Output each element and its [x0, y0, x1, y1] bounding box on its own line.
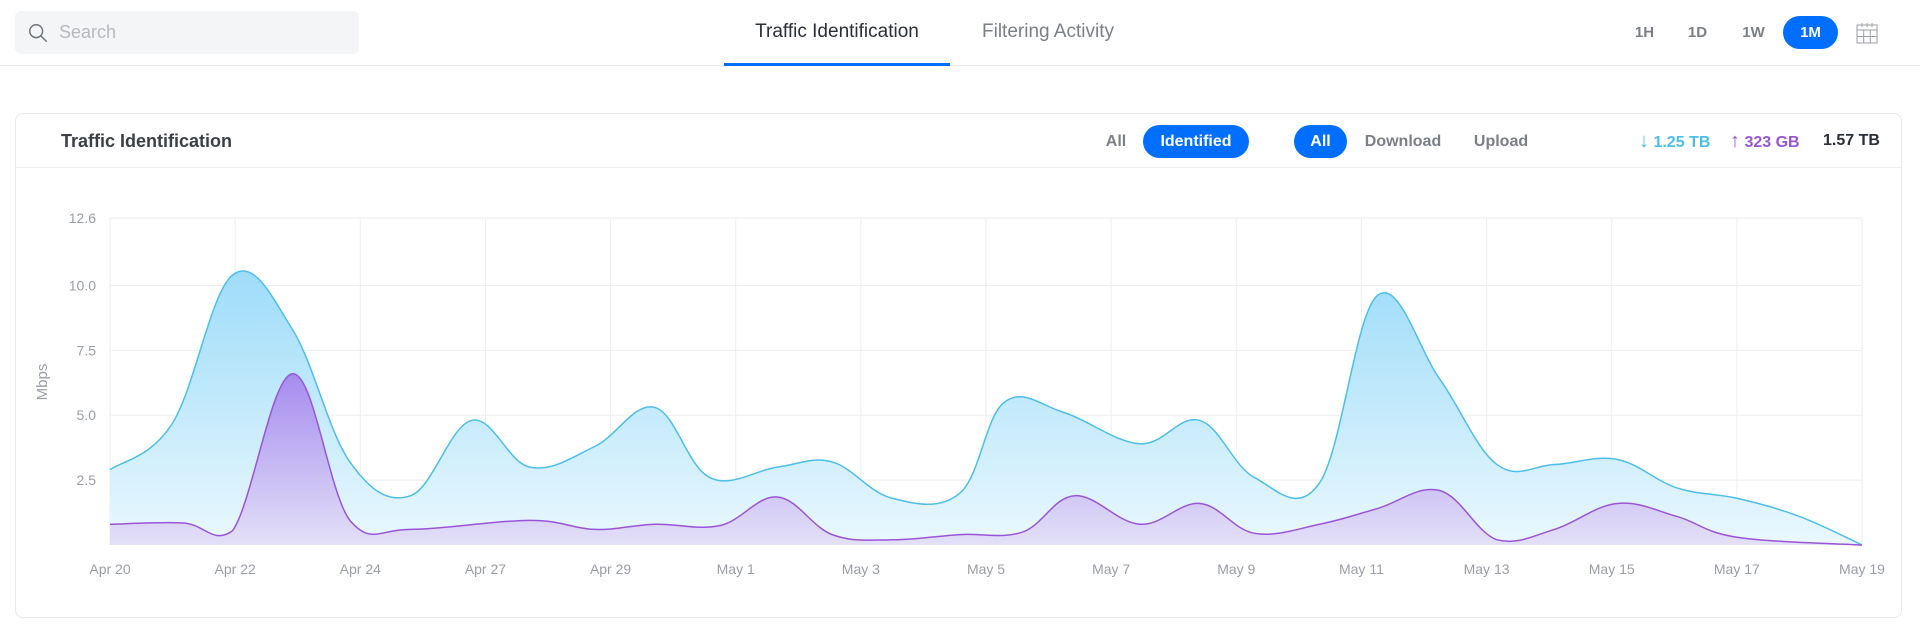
traffic-identification-card: Traffic Identification All Identified Al…: [15, 113, 1902, 618]
x-tick-label: May 11: [1339, 561, 1384, 577]
x-tick-label: May 5: [967, 561, 1005, 577]
calendar-icon[interactable]: [1855, 21, 1879, 45]
x-tick-label: May 15: [1589, 561, 1635, 577]
upload-total-value: 323 GB: [1744, 134, 1800, 151]
x-tick-label: May 9: [1217, 561, 1255, 577]
download-area: [110, 270, 1862, 545]
upload-area: [110, 373, 1862, 545]
range-1d-button[interactable]: 1D: [1687, 24, 1708, 41]
x-tick-label: Apr 29: [590, 561, 631, 577]
range-1h-button[interactable]: 1H: [1634, 24, 1655, 41]
upload-line: [109, 372, 1863, 546]
x-tick-label: Apr 22: [215, 561, 256, 577]
x-tick-label: Apr 20: [89, 561, 130, 577]
search-box[interactable]: [15, 11, 359, 54]
y-tick-label: 2.5: [77, 472, 97, 488]
direction-upload-button[interactable]: Upload: [1473, 133, 1529, 150]
y-tick-label: 7.5: [77, 342, 97, 358]
y-tick-label: 10.0: [69, 277, 96, 293]
x-tick-label: Apr 27: [465, 561, 506, 577]
direction-download-button[interactable]: Download: [1364, 133, 1442, 150]
range-1w-button[interactable]: 1W: [1742, 24, 1765, 41]
x-tick-label: May 7: [1092, 561, 1130, 577]
range-1m-button[interactable]: 1M: [1783, 16, 1838, 49]
tab-filtering-activity[interactable]: Filtering Activity: [982, 21, 1114, 42]
y-tick-label: 12.6: [69, 210, 96, 226]
scope-all-button[interactable]: All: [1105, 133, 1127, 150]
search-icon: [29, 23, 47, 42]
x-tick-label: May 17: [1714, 561, 1760, 577]
card-title: Traffic Identification: [61, 131, 233, 151]
y-axis-label: Mbps: [34, 364, 51, 401]
x-tick-label: May 1: [717, 561, 755, 577]
card-header: Traffic Identification All Identified Al…: [16, 114, 1901, 168]
arrow-up-icon: ↑: [1730, 130, 1740, 152]
download-total: ↓ 1.25 TB: [1639, 114, 1710, 170]
tab-traffic-identification[interactable]: Traffic Identification: [724, 0, 950, 66]
search-input[interactable]: [59, 22, 339, 43]
top-bar: Traffic Identification Filtering Activit…: [0, 0, 1920, 66]
x-tick-label: Apr 24: [340, 561, 381, 577]
x-tick-label: May 19: [1839, 561, 1885, 577]
download-line: [109, 270, 1863, 546]
x-tick-label: May 3: [842, 561, 880, 577]
y-tick-label: 5.0: [77, 407, 97, 423]
download-total-value: 1.25 TB: [1653, 134, 1711, 151]
direction-all-button[interactable]: All: [1294, 125, 1347, 158]
combined-total: 1.57 TB: [1823, 132, 1880, 149]
scope-identified-button[interactable]: Identified: [1143, 125, 1249, 158]
x-tick-label: May 13: [1464, 561, 1510, 577]
arrow-down-icon: ↓: [1639, 130, 1649, 152]
upload-total: ↑ 323 GB: [1730, 114, 1800, 170]
